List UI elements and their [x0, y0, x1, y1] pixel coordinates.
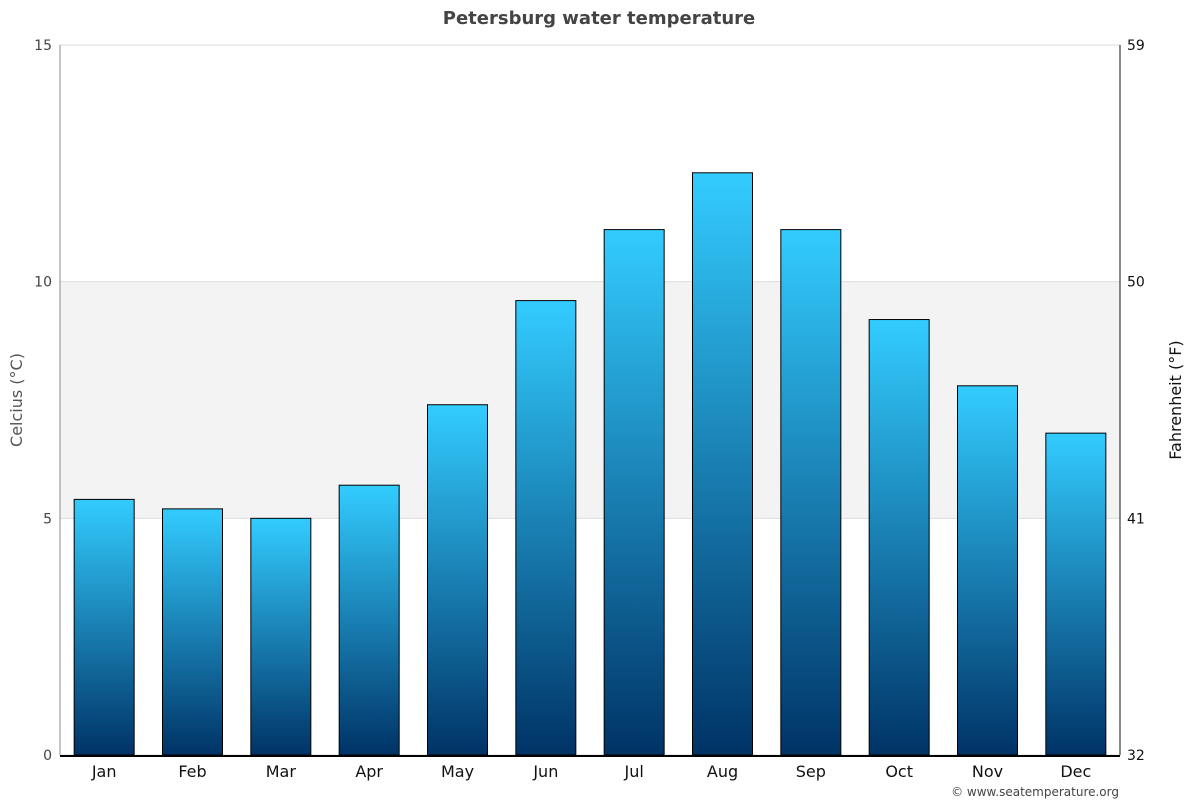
bar-oct	[868, 319, 930, 756]
x-tick-label: Apr	[355, 762, 383, 781]
x-tick-label: Oct	[885, 762, 913, 781]
x-tick-label: Feb	[178, 762, 206, 781]
y-axis-label: Celcius (°C)	[7, 353, 26, 447]
y-tick-label: 0	[43, 748, 52, 764]
y2-tick-label: 41	[1127, 511, 1145, 527]
bar-nov	[957, 385, 1018, 756]
bar-may	[427, 404, 488, 756]
credit-text: © www.seatemperature.org	[951, 785, 1119, 799]
bar-feb	[162, 508, 223, 756]
bar-jun	[515, 300, 577, 756]
y2-tick-label: 59	[1127, 38, 1145, 54]
shaded-band	[60, 281, 1120, 519]
bar-apr	[338, 484, 400, 756]
chart-title: Petersburg water temperature	[443, 8, 755, 29]
y-tick-label: 15	[34, 38, 52, 54]
bar-jan	[73, 498, 135, 756]
bar-mar	[250, 517, 312, 756]
x-tick-label: Aug	[707, 762, 738, 781]
y-tick-label: 10	[34, 275, 52, 291]
x-tick-label: May	[441, 762, 474, 781]
x-tick-label: Jun	[532, 762, 558, 781]
x-tick-label: Sep	[796, 762, 826, 781]
y2-axis-label: Fahrenheit (°F)	[1166, 340, 1185, 459]
bar-jul	[603, 229, 665, 756]
y2-tick-label: 32	[1127, 748, 1145, 764]
x-tick-label: Nov	[972, 762, 1003, 781]
bar-aug	[692, 172, 753, 756]
x-tick-label: Dec	[1060, 762, 1091, 781]
bar-dec	[1045, 432, 1107, 756]
x-tick-label: Mar	[266, 762, 297, 781]
bar-sep	[780, 229, 842, 756]
y2-tick-label: 50	[1127, 275, 1145, 291]
y-tick-label: 5	[43, 511, 52, 527]
x-tick-label: Jan	[91, 762, 117, 781]
x-tick-label: Jul	[624, 762, 644, 781]
